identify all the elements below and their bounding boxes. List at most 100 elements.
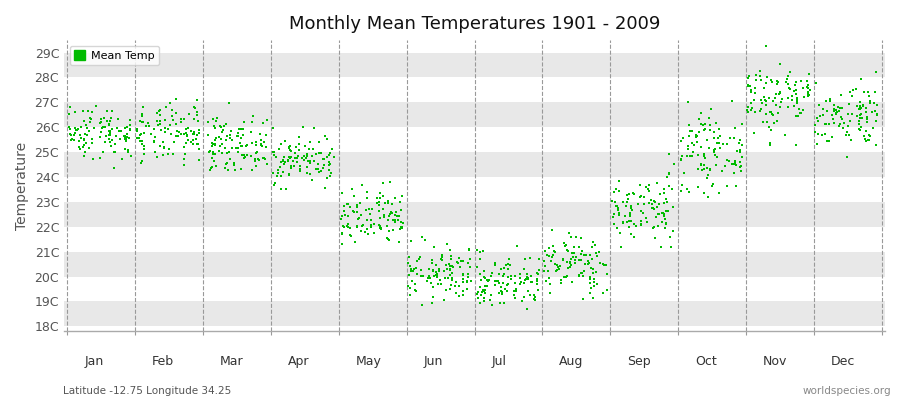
- Point: [136, 104, 150, 110]
- Point: [574, 248, 589, 254]
- Point: [548, 248, 562, 255]
- Point: [674, 188, 688, 194]
- Point: [416, 273, 430, 280]
- Point: [482, 276, 497, 283]
- Point: [115, 156, 130, 163]
- Point: [665, 186, 680, 192]
- Point: [862, 137, 877, 143]
- Point: [543, 290, 557, 297]
- Point: [542, 275, 556, 281]
- Point: [141, 123, 156, 129]
- Point: [405, 268, 419, 274]
- Point: [231, 126, 246, 132]
- Point: [428, 262, 443, 268]
- Point: [443, 286, 457, 292]
- Point: [689, 132, 704, 138]
- Point: [461, 259, 475, 266]
- Point: [753, 73, 768, 80]
- Point: [734, 142, 749, 148]
- Point: [292, 163, 307, 169]
- Point: [584, 244, 598, 250]
- Point: [619, 191, 634, 198]
- Point: [654, 210, 669, 216]
- Point: [525, 279, 539, 286]
- Point: [477, 274, 491, 280]
- Point: [376, 193, 391, 199]
- Point: [832, 123, 846, 130]
- Point: [413, 254, 428, 261]
- Bar: [64, 227, 885, 252]
- Point: [742, 74, 756, 81]
- Point: [810, 141, 824, 148]
- Point: [513, 279, 527, 286]
- Point: [520, 306, 535, 312]
- Point: [520, 274, 535, 280]
- Point: [150, 154, 165, 160]
- Point: [869, 69, 884, 75]
- Point: [757, 85, 771, 91]
- Point: [762, 95, 777, 101]
- Point: [538, 263, 553, 270]
- Point: [451, 260, 465, 266]
- Point: [186, 116, 201, 122]
- Point: [522, 292, 536, 298]
- Point: [166, 151, 181, 157]
- Point: [335, 230, 349, 236]
- Point: [626, 190, 640, 197]
- Point: [530, 276, 544, 282]
- Point: [654, 244, 669, 250]
- Point: [675, 181, 689, 188]
- Point: [230, 133, 244, 139]
- Point: [134, 131, 148, 138]
- Point: [435, 254, 449, 260]
- Point: [449, 290, 464, 296]
- Point: [279, 186, 293, 193]
- Point: [697, 162, 711, 168]
- Point: [610, 203, 625, 210]
- Point: [509, 288, 524, 294]
- Point: [98, 139, 112, 145]
- Point: [433, 276, 447, 283]
- Point: [343, 204, 357, 210]
- Bar: [64, 152, 885, 177]
- Point: [110, 125, 124, 131]
- Point: [856, 102, 870, 108]
- Point: [770, 110, 785, 116]
- Point: [409, 264, 423, 271]
- Point: [68, 130, 83, 136]
- Point: [556, 257, 571, 263]
- Point: [706, 147, 721, 153]
- Point: [293, 168, 308, 174]
- Point: [766, 120, 780, 126]
- Point: [123, 116, 138, 123]
- Point: [429, 272, 444, 278]
- Point: [765, 79, 779, 85]
- Point: [240, 142, 255, 148]
- Text: Jun: Jun: [424, 355, 443, 368]
- Point: [404, 278, 419, 284]
- Point: [564, 250, 579, 256]
- Point: [763, 76, 778, 83]
- Point: [839, 132, 853, 138]
- Point: [865, 109, 879, 116]
- Point: [381, 200, 395, 206]
- Point: [811, 118, 825, 124]
- Point: [311, 139, 326, 146]
- Point: [192, 156, 206, 163]
- Point: [434, 256, 448, 262]
- Point: [494, 284, 508, 291]
- Point: [201, 132, 215, 138]
- Point: [272, 146, 286, 152]
- Legend: Mean Temp: Mean Temp: [69, 46, 158, 65]
- Point: [414, 273, 428, 280]
- Point: [586, 270, 600, 276]
- Point: [202, 148, 217, 154]
- Point: [475, 248, 490, 254]
- Point: [643, 200, 657, 207]
- Point: [372, 198, 386, 205]
- Point: [414, 267, 428, 274]
- Point: [441, 274, 455, 281]
- Point: [435, 257, 449, 263]
- Point: [480, 282, 494, 289]
- Point: [542, 245, 556, 251]
